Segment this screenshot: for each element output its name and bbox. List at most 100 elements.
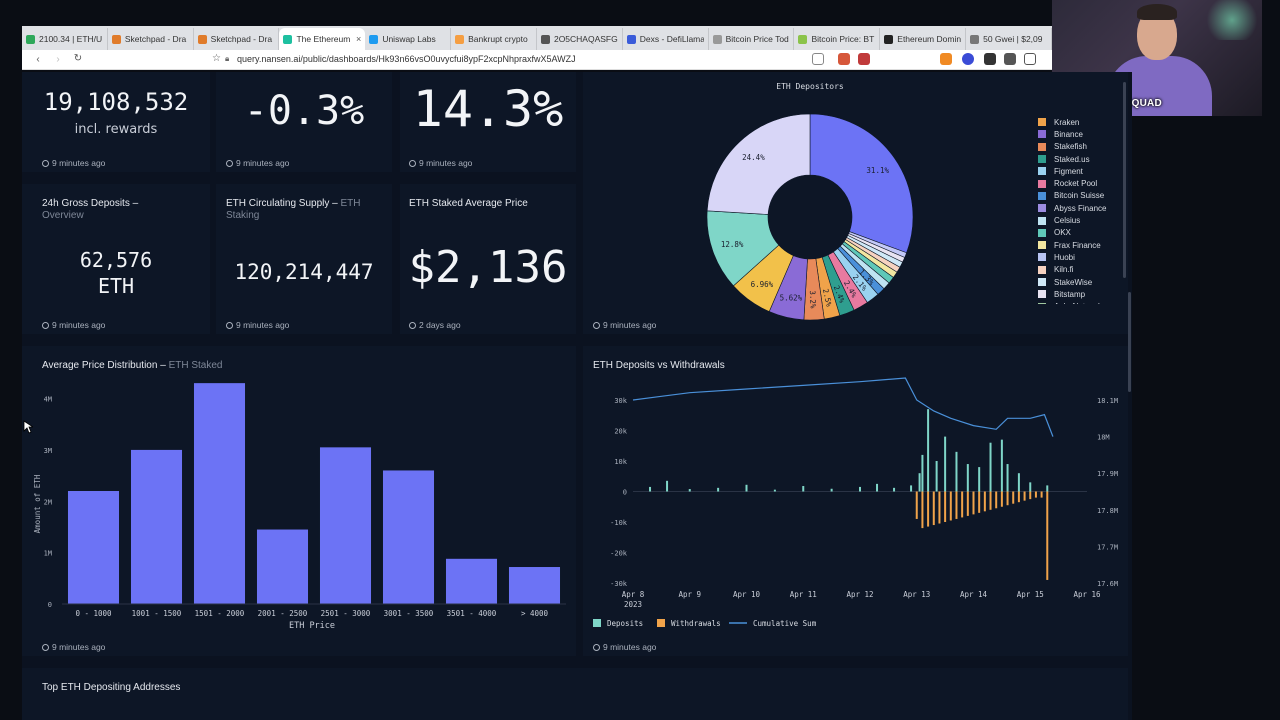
browser-tab[interactable]: Sketchpad - Dra <box>108 28 194 50</box>
deposit-bar[interactable] <box>1006 464 1009 492</box>
deposit-bar[interactable] <box>927 409 930 492</box>
legend-item[interactable]: Kiln.fi <box>1038 264 1124 276</box>
pie-slice[interactable] <box>809 113 914 254</box>
legend-item[interactable]: StakeWise <box>1038 276 1124 288</box>
withdrawal-bar[interactable] <box>1029 491 1032 500</box>
bar[interactable] <box>130 449 183 604</box>
withdrawal-bar[interactable] <box>1040 491 1043 498</box>
deposit-bar[interactable] <box>773 489 776 492</box>
extension-icon[interactable] <box>838 53 850 65</box>
legend-scrollbar[interactable] <box>1123 82 1126 278</box>
browser-tab[interactable]: Uniswap Labs <box>365 28 452 50</box>
chart-legend-item[interactable]: Withdrawals <box>657 619 721 628</box>
deposit-bar[interactable] <box>893 487 896 492</box>
withdrawal-bar[interactable] <box>949 491 952 521</box>
legend-item[interactable]: Bitcoin Suisse <box>1038 190 1124 202</box>
share-icon[interactable] <box>812 53 824 65</box>
legend-item[interactable]: Figment <box>1038 165 1124 177</box>
bar[interactable] <box>445 558 498 604</box>
reload-icon[interactable]: ↻ <box>73 53 83 64</box>
browser-tab[interactable]: 2O5CHAQASFG <box>537 28 623 50</box>
deposit-bar[interactable] <box>966 464 969 492</box>
browser-tab[interactable]: 50 Gwei | $2,09 <box>966 28 1052 50</box>
deposit-bar[interactable] <box>918 473 921 492</box>
withdrawal-bar[interactable] <box>921 491 924 529</box>
chart-legend-item[interactable]: Cumulative Sum <box>729 619 817 628</box>
sidebar-icon[interactable] <box>1024 53 1036 65</box>
withdrawal-bar[interactable] <box>1017 491 1020 503</box>
deposit-bar[interactable] <box>1000 439 1003 492</box>
withdrawal-bar[interactable] <box>972 491 975 515</box>
deposit-bar[interactable] <box>1017 473 1020 492</box>
cumulative-line[interactable] <box>632 377 1054 437</box>
deposit-bar[interactable] <box>921 454 924 492</box>
browser-tab[interactable]: Dexs - DefiLlama <box>623 28 709 50</box>
deposit-bar[interactable] <box>859 486 861 492</box>
withdrawal-bar[interactable] <box>1046 491 1049 580</box>
legend-item[interactable]: Stakefish <box>1038 141 1124 153</box>
bar[interactable] <box>67 491 120 604</box>
withdrawal-bar[interactable] <box>938 491 941 524</box>
legend-item[interactable]: Celsius <box>1038 214 1124 226</box>
browser-tab[interactable]: Bitcoin Price: BT <box>794 28 881 50</box>
deposit-bar[interactable] <box>876 483 879 492</box>
page-scrollbar[interactable] <box>1128 292 1131 392</box>
deposit-bar[interactable] <box>802 486 805 492</box>
forward-icon[interactable]: › <box>56 54 60 65</box>
withdrawal-bar[interactable] <box>915 491 918 519</box>
extension-icon[interactable] <box>858 53 870 65</box>
legend-item[interactable]: Staked.us <box>1038 153 1124 165</box>
legend-item[interactable]: Binance <box>1038 128 1124 140</box>
deposit-bar[interactable] <box>1029 482 1032 492</box>
bar[interactable] <box>256 529 309 604</box>
browser-tab[interactable]: 2100.34 | ETH/U <box>22 28 108 50</box>
withdrawal-bar[interactable] <box>955 491 958 519</box>
deposit-bar[interactable] <box>955 451 958 492</box>
extension-icon[interactable] <box>984 53 996 65</box>
withdrawal-bar[interactable] <box>961 491 964 518</box>
bar[interactable] <box>508 567 561 604</box>
withdrawal-bar[interactable] <box>989 491 992 510</box>
withdrawal-bar[interactable] <box>1000 491 1003 507</box>
legend-item[interactable]: Kraken <box>1038 116 1124 128</box>
back-icon[interactable]: ‹ <box>36 54 40 65</box>
deposit-bar[interactable] <box>717 487 720 492</box>
withdrawal-bar[interactable] <box>927 491 930 527</box>
puzzle-icon[interactable] <box>1004 53 1016 65</box>
deposit-bar[interactable] <box>666 480 669 492</box>
withdrawal-bar[interactable] <box>932 491 935 526</box>
deposit-bar[interactable] <box>935 461 938 492</box>
legend-item[interactable]: Frax Finance <box>1038 239 1124 251</box>
extension-icon[interactable] <box>962 53 974 65</box>
deposit-bar[interactable] <box>688 489 691 492</box>
withdrawal-bar[interactable] <box>944 491 947 523</box>
bookmark-icon[interactable]: ☆ <box>212 53 221 64</box>
pie-slice[interactable] <box>706 113 811 215</box>
withdrawal-bar[interactable] <box>995 491 998 509</box>
withdrawal-bar[interactable] <box>1012 491 1015 504</box>
withdrawal-bar[interactable] <box>978 491 981 513</box>
legend-item[interactable]: Rocket Pool <box>1038 177 1124 189</box>
withdrawal-bar[interactable] <box>983 491 986 512</box>
legend-item[interactable]: OKX <box>1038 227 1124 239</box>
deposit-bar[interactable] <box>1046 485 1049 492</box>
deposit-bar[interactable] <box>745 484 748 492</box>
browser-tab[interactable]: Sketchpad - Dra <box>194 28 280 50</box>
legend-item[interactable]: Huobi <box>1038 251 1124 263</box>
deposit-bar[interactable] <box>978 467 981 492</box>
metamask-icon[interactable] <box>940 53 952 65</box>
chart-legend-item[interactable]: Deposits <box>593 619 643 628</box>
withdrawal-bar[interactable] <box>1034 491 1037 498</box>
browser-tab[interactable]: Ethereum Domin <box>880 28 967 50</box>
legend-item[interactable]: Ankr Network <box>1038 300 1124 304</box>
bar[interactable] <box>319 447 372 604</box>
deposit-bar[interactable] <box>944 436 947 492</box>
deposit-bar[interactable] <box>649 486 652 492</box>
deposit-bar[interactable] <box>989 442 992 492</box>
url-text[interactable]: query.nansen.ai/public/dashboards/Hk93n6… <box>237 54 576 64</box>
deposit-bar[interactable] <box>830 488 833 492</box>
browser-tab[interactable]: Bankrupt crypto <box>451 28 537 50</box>
legend-item[interactable]: Bitstamp <box>1038 288 1124 300</box>
browser-tab[interactable]: The Ethereum × <box>279 28 366 50</box>
withdrawal-bar[interactable] <box>1006 491 1009 506</box>
